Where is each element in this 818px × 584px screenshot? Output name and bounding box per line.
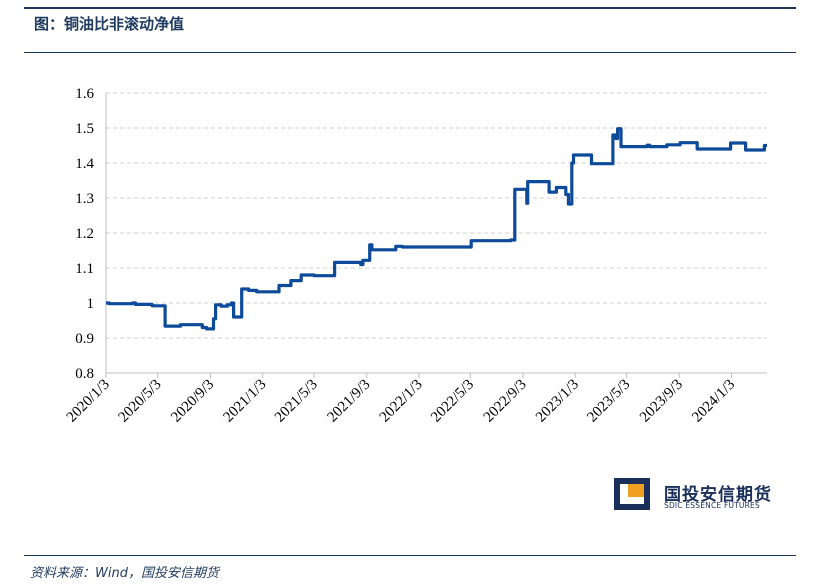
y-tick-label: 1.6 (75, 86, 94, 102)
y-tick-labels: 0.8 0.9 1 1.1 1.2 1.3 1.4 1.5 1.6 (75, 86, 94, 382)
x-tick-label: 2022/1/3 (377, 377, 426, 426)
series-line (106, 127, 767, 331)
x-tick-label: 2022/5/3 (428, 377, 477, 426)
x-tick-label: 2023/1/3 (533, 377, 582, 426)
logo-mark-icon (614, 478, 650, 510)
source-note: 资料来源：Wind，国投安信期货 (30, 566, 219, 581)
y-tick-label: 1.4 (75, 156, 94, 172)
x-tick-label: 2020/5/3 (116, 377, 165, 426)
x-tick-label: 2021/1/3 (220, 377, 269, 426)
y-tick-label: 1.5 (75, 121, 94, 137)
series-group (106, 127, 767, 331)
company-logo: 国投安信期货 SDIC ESSENCE FUTURES (614, 476, 804, 514)
x-tick-labels: 2020/1/3 2020/5/3 2020/9/3 2021/1/3 2021/5/3… (64, 377, 739, 426)
x-tick-label: 2021/9/3 (325, 377, 374, 426)
x-tick-label: 2024/1/3 (689, 377, 738, 426)
gridlines (106, 92, 767, 339)
title-rule (24, 52, 796, 53)
logo-name-en: SDIC ESSENCE FUTURES (664, 501, 760, 510)
x-tick-label: 2020/9/3 (168, 377, 217, 426)
axes (105, 93, 767, 378)
x-tick-label: 2020/1/3 (64, 377, 113, 426)
footer-rule (24, 555, 796, 556)
y-tick-label: 1.3 (75, 191, 94, 207)
y-tick-label: 1.1 (75, 261, 94, 277)
x-tick-label: 2023/9/3 (637, 377, 686, 426)
x-tick-label: 2022/9/3 (481, 377, 530, 426)
x-tick-label: 2021/5/3 (272, 377, 321, 426)
top-rule (24, 7, 796, 9)
y-tick-label: 1.2 (75, 226, 94, 242)
logo-name-cn: 国投安信期货 (664, 485, 772, 505)
y-tick-label: 0.9 (75, 331, 94, 347)
figure-title: 图：铜油比非滚动净值 (34, 15, 185, 33)
x-tick-label: 2023/5/3 (584, 377, 633, 426)
y-tick-label: 0.8 (75, 366, 94, 382)
y-tick-label: 1 (87, 296, 95, 312)
